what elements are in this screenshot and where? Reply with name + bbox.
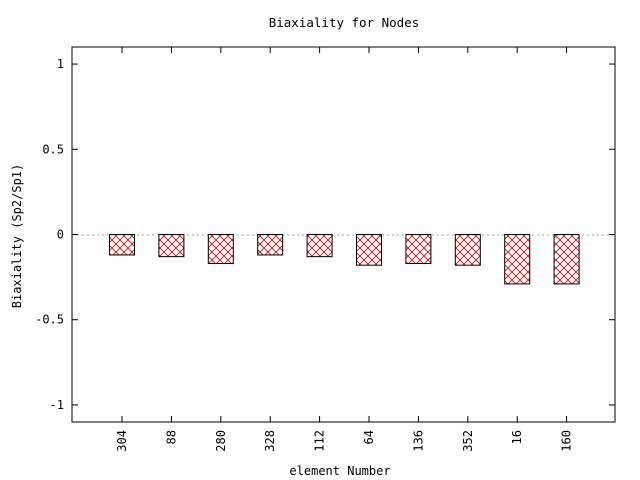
bar-328 (257, 234, 284, 256)
x-tick-label: 64 (362, 430, 376, 444)
y-tick-label: -0.5 (35, 313, 64, 327)
bar-304 (109, 234, 135, 256)
x-tick-label: 352 (461, 430, 475, 452)
bar-88 (158, 234, 185, 258)
y-tick-label: 1 (57, 57, 64, 71)
x-tick-label: 16 (510, 430, 524, 444)
bar-280 (207, 234, 234, 264)
x-tick-label: 328 (263, 430, 277, 452)
y-tick-label: -1 (50, 398, 64, 412)
y-axis-ticks: 1 0.5 0 -0.5 -1 (35, 57, 615, 412)
bar-160 (553, 234, 580, 285)
x-axis-label: element Number (289, 464, 390, 478)
x-tick-label: 160 (560, 430, 574, 452)
x-tick-label: 88 (164, 430, 178, 444)
y-tick-label: 0.5 (42, 142, 64, 156)
x-tick-label: 136 (411, 430, 425, 452)
y-axis-label: Biaxiality (Sp2/Sp1) (10, 164, 24, 309)
x-axis-ticks: 304 88 280 328 112 64 136 352 16 160 (115, 47, 574, 452)
x-tick-label: 112 (313, 430, 327, 452)
chart-title: Biaxiality for Nodes (269, 15, 420, 30)
bar-112 (306, 234, 333, 258)
bar-16 (504, 234, 531, 285)
bar-136 (405, 234, 432, 264)
bars (109, 234, 580, 285)
y-tick-label: 0 (57, 228, 64, 242)
x-tick-label: 304 (115, 430, 129, 452)
bar-352 (454, 234, 481, 266)
bar-64 (356, 234, 382, 266)
x-tick-label: 280 (214, 430, 228, 452)
